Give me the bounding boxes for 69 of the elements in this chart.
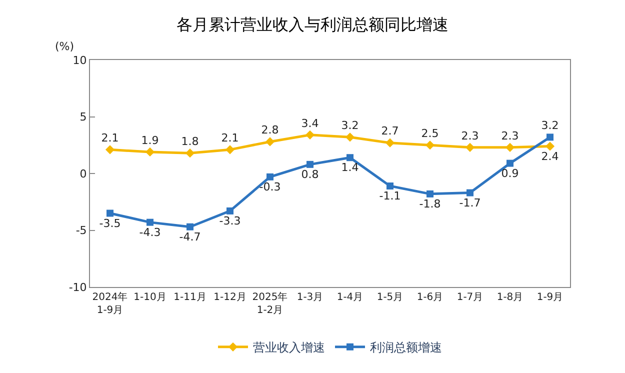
point — [185, 148, 195, 158]
y-tick-label: 10 — [72, 54, 87, 67]
data-label: 2.3 — [461, 129, 479, 142]
point — [106, 210, 114, 217]
point — [426, 190, 434, 198]
data-label: -0.3 — [259, 180, 281, 194]
point — [225, 145, 235, 154]
data-label: 0.9 — [501, 166, 519, 180]
data-label: -3.5 — [99, 216, 121, 230]
point — [226, 207, 234, 214]
data-label: 1.9 — [141, 134, 159, 147]
point — [305, 130, 315, 140]
y-tick-label: -5 — [76, 224, 87, 238]
x-tick-label: 1-4月 — [336, 292, 364, 303]
point — [265, 137, 275, 146]
data-label: 3.2 — [341, 119, 359, 132]
legend-label: 利润总额增速 — [370, 340, 442, 355]
data-label: -4.7 — [179, 230, 201, 244]
y-tick-label: 5 — [80, 110, 87, 124]
point — [385, 138, 395, 148]
point — [466, 189, 474, 196]
data-label: 1.4 — [341, 161, 359, 174]
x-tick-label: 1-5月 — [376, 292, 404, 303]
point — [545, 142, 555, 151]
data-label: -1.8 — [419, 198, 441, 211]
data-label: 2.3 — [501, 129, 519, 142]
point — [306, 160, 314, 168]
point — [146, 218, 154, 226]
point — [465, 142, 475, 152]
data-label: 1.8 — [181, 134, 199, 148]
x-tick-label: 1-7月 — [456, 292, 484, 303]
data-label: -3.3 — [219, 214, 241, 228]
y-axis-title: (%) — [55, 40, 74, 53]
data-label: 3.2 — [541, 119, 559, 132]
x-tick-label: 2024年 1-9月 — [92, 291, 128, 316]
x-tick-label: 1-9月 — [536, 292, 564, 303]
point — [145, 147, 155, 156]
point — [505, 142, 515, 152]
point — [345, 132, 355, 142]
point — [425, 140, 435, 150]
x-tick-label: 1-3月 — [296, 292, 324, 303]
data-label: 2.5 — [421, 127, 439, 140]
y-tick-label: -10 — [68, 280, 87, 294]
chart-title: 各月累计营业收入与利润总额同比增速 — [176, 14, 448, 34]
data-label: 2.1 — [221, 132, 239, 145]
data-label: 2.1 — [101, 132, 119, 145]
x-tick-label: 2025年 1-2月 — [252, 291, 288, 316]
data-label: -1.1 — [379, 190, 401, 203]
point — [546, 134, 554, 141]
x-tick-label: 1-8月 — [496, 292, 524, 303]
data-label: 2.8 — [261, 124, 279, 137]
data-label: -4.3 — [139, 226, 161, 239]
legend-label: 营业收入增速 — [253, 340, 325, 355]
data-label: 2.7 — [381, 124, 399, 138]
point — [186, 223, 194, 230]
data-label: 0.8 — [301, 168, 319, 182]
point — [105, 145, 115, 154]
x-tick-label: 1-11月 — [174, 292, 206, 303]
point — [386, 182, 394, 190]
data-label: -1.7 — [459, 196, 481, 210]
x-tick-label: 1-12月 — [214, 292, 246, 303]
data-label: 3.4 — [301, 116, 319, 130]
point — [506, 160, 514, 167]
point — [266, 173, 274, 180]
x-tick-label: 1-6月 — [416, 292, 444, 303]
data-label: 2.4 — [541, 150, 559, 163]
x-tick-label: 1-10月 — [134, 292, 166, 303]
point — [346, 154, 354, 162]
y-tick-label: 0 — [80, 167, 87, 180]
